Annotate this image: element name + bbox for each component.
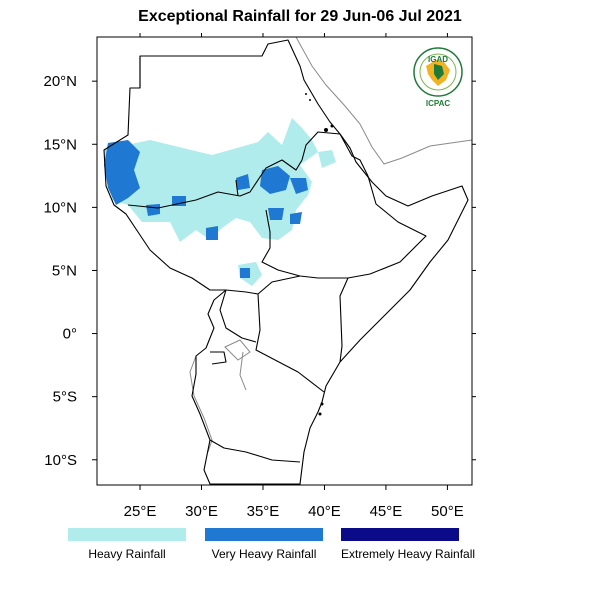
lat-tick-label: 5°N xyxy=(52,262,77,279)
lon-tick-label: 25°E xyxy=(124,503,157,520)
map-title: Exceptional Rainfall for 29 Jun-06 Jul 2… xyxy=(138,8,462,25)
legend-label-heavy: Heavy Rainfall xyxy=(88,547,166,561)
very-heavy-rainfall-area xyxy=(146,204,160,216)
legend-extremely-heavy-rainfall: Extremely Heavy Rainfall xyxy=(341,528,475,568)
legend-label-extremely-heavy: Extremely Heavy Rainfall xyxy=(341,547,476,561)
very-heavy-rainfall-area xyxy=(236,174,250,190)
legend-swatch-extremely-heavy xyxy=(341,528,459,541)
country-borders xyxy=(103,39,469,485)
legend-heavy-rainfall: Heavy Rainfall xyxy=(68,528,186,568)
igad-icpac-logo: IGAD xyxy=(413,47,463,97)
lat-tick-label: 20°N xyxy=(43,73,77,90)
very-heavy-rainfall-area xyxy=(240,268,250,278)
lon-tick-label: 35°E xyxy=(247,503,280,520)
very-heavy-rainfall-area xyxy=(290,212,302,224)
very-heavy-rainfall-area xyxy=(268,208,284,220)
very-heavy-rainfall-areas xyxy=(104,140,308,278)
legend-very-heavy-rainfall: Very Heavy Rainfall xyxy=(205,528,323,568)
lon-tick-label: 45°E xyxy=(370,503,403,520)
very-heavy-rainfall-area xyxy=(260,166,290,194)
neighbour-coastlines xyxy=(189,37,472,453)
lon-tick-label: 30°E xyxy=(185,503,218,520)
lat-tick-label: 0° xyxy=(63,326,77,343)
lon-tick-label: 40°E xyxy=(308,503,341,520)
legend-swatch-heavy xyxy=(68,528,186,541)
logo-bottom-text: ICPAC xyxy=(426,99,451,108)
lat-tick-label: 15°N xyxy=(43,136,77,153)
lon-tick-label: 50°E xyxy=(431,503,464,520)
logo-top-text: IGAD xyxy=(428,55,448,64)
heavy-rainfall-area xyxy=(318,150,336,168)
lat-tick-label: 10°N xyxy=(43,199,77,216)
heavy-rainfall-areas xyxy=(104,118,336,286)
legend-label-very-heavy: Very Heavy Rainfall xyxy=(211,547,317,561)
latitude-ticks: 20°N 15°N 10°N 5°N 0° 5°S 10°S xyxy=(43,73,476,469)
map-frame xyxy=(96,36,473,486)
red-sea-islands xyxy=(305,93,334,416)
longitude-ticks: 25°E 30°E 35°E 40°E 45°E 50°E xyxy=(124,33,464,520)
very-heavy-rainfall-area xyxy=(172,196,186,206)
very-heavy-rainfall-area xyxy=(104,140,140,205)
very-heavy-rainfall-area xyxy=(290,178,308,194)
lat-tick-label: 5°S xyxy=(53,389,77,406)
legend-swatch-very-heavy xyxy=(205,528,323,541)
very-heavy-rainfall-area xyxy=(206,226,218,240)
lat-tick-label: 10°S xyxy=(44,452,77,469)
